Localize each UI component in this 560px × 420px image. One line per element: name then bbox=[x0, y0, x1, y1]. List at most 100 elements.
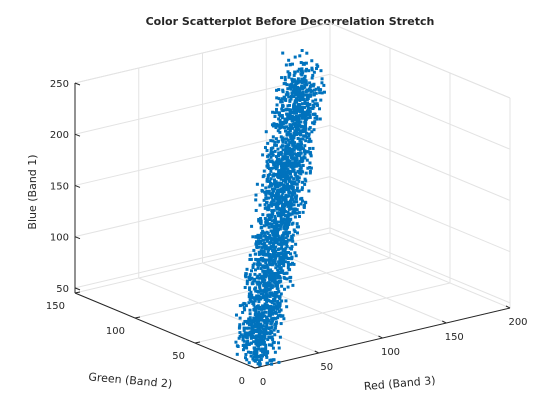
scatter-point bbox=[256, 338, 260, 342]
scatter-point bbox=[235, 344, 239, 348]
scatter-point bbox=[257, 295, 261, 299]
scatter-point bbox=[261, 229, 265, 233]
scatter-point bbox=[291, 221, 295, 225]
scatter-point bbox=[293, 211, 297, 215]
scatter-point bbox=[279, 135, 283, 139]
scatter-point bbox=[284, 63, 288, 67]
scatter-point bbox=[294, 182, 298, 186]
scatter-point bbox=[285, 240, 289, 244]
scatter-point bbox=[315, 63, 319, 67]
scatter-point bbox=[242, 334, 246, 338]
scatter-point bbox=[290, 139, 294, 143]
scatter-point bbox=[298, 154, 302, 158]
scatter-point bbox=[280, 299, 284, 303]
scatter-point bbox=[290, 245, 294, 249]
scatter-point bbox=[288, 103, 292, 107]
scatter-point bbox=[292, 165, 296, 169]
scatter-point bbox=[256, 319, 260, 323]
scatter-point bbox=[283, 119, 287, 123]
scatter-point bbox=[238, 334, 242, 338]
scatter-point bbox=[278, 270, 282, 274]
scatter-point bbox=[286, 115, 290, 119]
scatter-point bbox=[295, 182, 299, 186]
scatter-point bbox=[265, 230, 269, 234]
scatter-point bbox=[294, 90, 298, 94]
scatter-point bbox=[309, 94, 313, 98]
scatter-point bbox=[267, 335, 271, 339]
scatter-point bbox=[244, 275, 248, 279]
scatter-point bbox=[290, 236, 294, 240]
scatter-point bbox=[250, 269, 254, 273]
scatter-point bbox=[258, 221, 262, 225]
scatter-point bbox=[260, 307, 264, 311]
scatter-point bbox=[283, 150, 287, 154]
scatter-point bbox=[268, 331, 272, 335]
scatter-point bbox=[287, 72, 291, 76]
scatter-point bbox=[263, 314, 267, 318]
scatter-point bbox=[293, 180, 297, 184]
scatter-point bbox=[265, 323, 269, 327]
scatter-point bbox=[272, 340, 276, 344]
scatter-point bbox=[282, 125, 286, 129]
scatter-point bbox=[270, 209, 274, 213]
scatter-point bbox=[265, 299, 269, 303]
scatter-point bbox=[285, 90, 289, 94]
scatter-point bbox=[316, 86, 320, 90]
z-axis-label: Blue (Band 1) bbox=[26, 154, 39, 229]
scatter-point bbox=[250, 282, 254, 286]
scatter-point bbox=[270, 291, 274, 295]
scatter-point bbox=[259, 267, 263, 271]
scatter-point bbox=[269, 236, 273, 240]
scatter-point bbox=[286, 175, 290, 179]
scatter-point bbox=[304, 179, 308, 183]
scatter-point bbox=[279, 322, 283, 326]
scatter-point bbox=[264, 354, 268, 358]
scatter-point bbox=[273, 149, 277, 153]
scatter-point bbox=[273, 187, 277, 191]
scatter-point bbox=[255, 182, 259, 186]
scatter-point bbox=[262, 338, 266, 342]
scatter-point bbox=[268, 359, 272, 363]
scatter-point bbox=[276, 159, 280, 163]
scatter-point bbox=[285, 277, 289, 281]
y-tick-label: 150 bbox=[46, 301, 65, 312]
scatter-point bbox=[271, 229, 275, 233]
scatter-point bbox=[252, 296, 256, 300]
scatter-point bbox=[262, 341, 266, 345]
scatter-point bbox=[296, 136, 300, 140]
scatter-point bbox=[259, 216, 263, 220]
scatter-point bbox=[264, 186, 268, 190]
scatter-point bbox=[298, 114, 302, 118]
scatter-point bbox=[299, 151, 303, 155]
scatter-point bbox=[303, 74, 307, 78]
scatter-point bbox=[308, 165, 312, 169]
scatter-point bbox=[270, 325, 274, 329]
scatter-point bbox=[275, 88, 279, 92]
scatter-point bbox=[249, 331, 253, 335]
scatter-point bbox=[283, 249, 287, 253]
scatter-point bbox=[285, 83, 289, 87]
scatter-point bbox=[308, 81, 312, 85]
scatter-point bbox=[295, 211, 299, 215]
scatter-point bbox=[271, 292, 275, 296]
scatter-point bbox=[262, 169, 266, 173]
scatter-point bbox=[286, 234, 290, 238]
scatter-point bbox=[288, 153, 292, 157]
scatter-point bbox=[281, 206, 285, 210]
scatter-point bbox=[243, 319, 247, 323]
y-axis-label: Green (Band 2) bbox=[88, 370, 173, 390]
scatter-point bbox=[256, 315, 260, 319]
scatter-point bbox=[268, 294, 272, 298]
scatter-point bbox=[258, 305, 262, 309]
scatter-point bbox=[292, 90, 296, 94]
scatter-point bbox=[290, 184, 294, 188]
scatter-point bbox=[308, 137, 312, 141]
scatter-point bbox=[273, 180, 277, 184]
scatter-point bbox=[266, 350, 270, 354]
scatter-point bbox=[272, 302, 276, 306]
scatter-point bbox=[279, 145, 283, 149]
scatter-point bbox=[290, 114, 294, 118]
scatter-point bbox=[256, 312, 260, 316]
scatter-point bbox=[285, 152, 289, 156]
scatter-point bbox=[259, 334, 263, 338]
